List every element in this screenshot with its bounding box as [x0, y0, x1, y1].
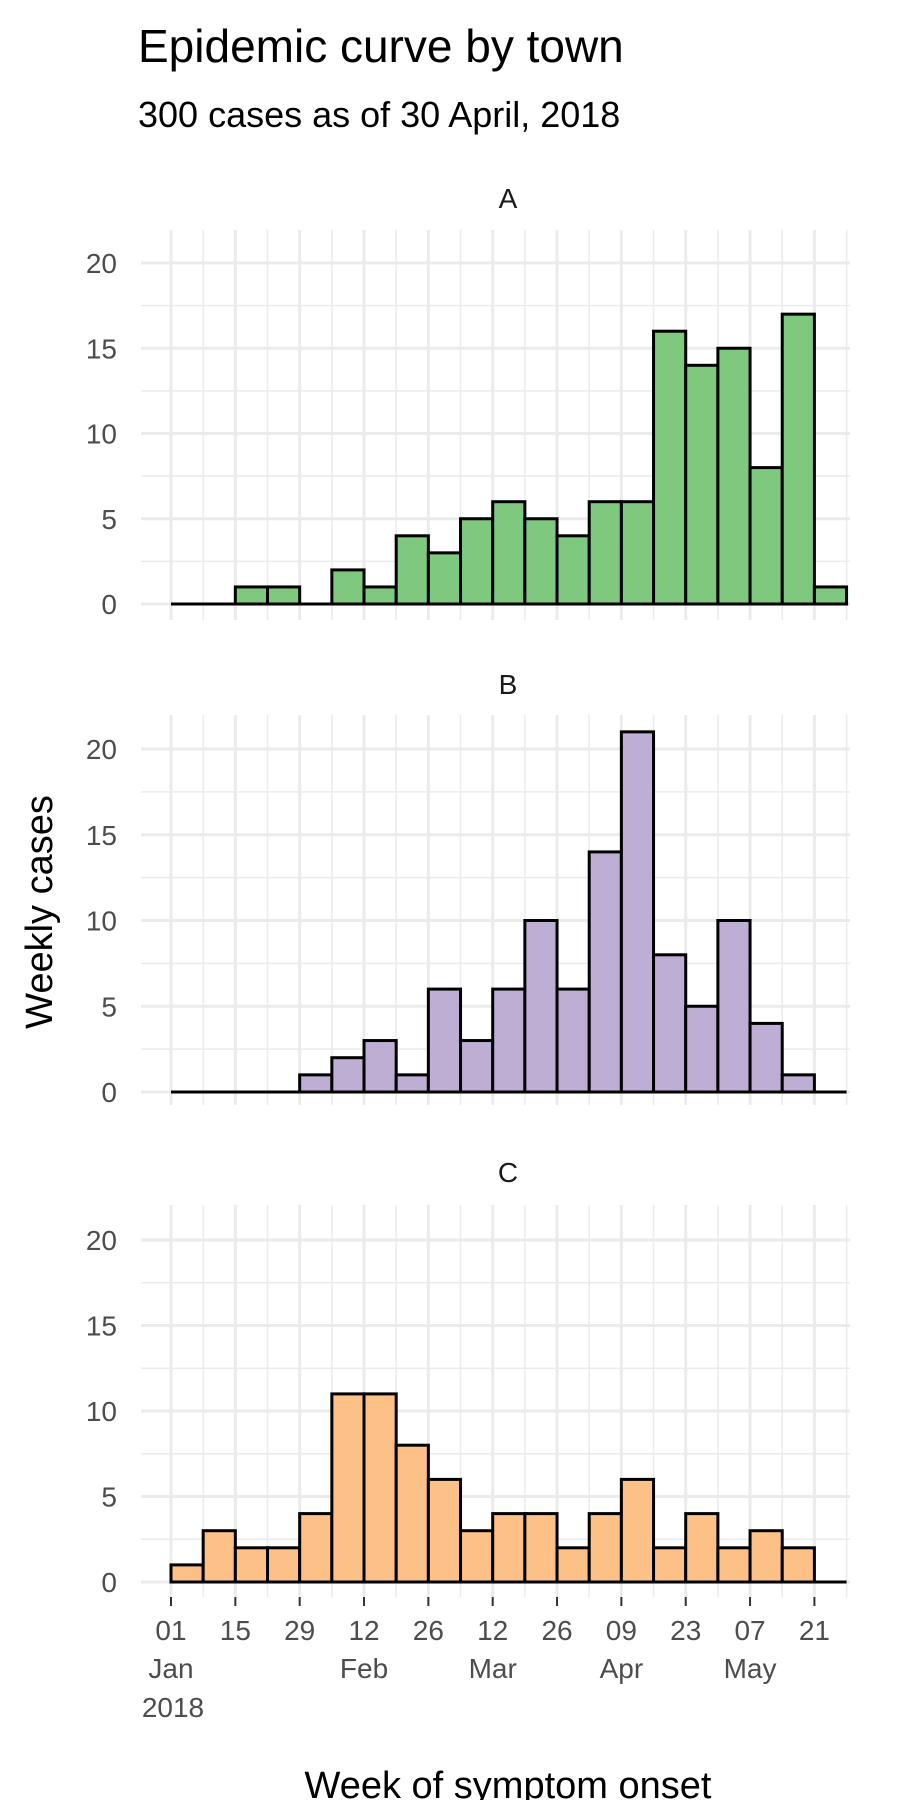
bar-b-week-17 — [684, 1004, 720, 1094]
x-tick-day-label: 07 — [734, 1615, 765, 1646]
bar-c-week-4 — [266, 1546, 302, 1584]
bar-c-week-15 — [619, 1477, 656, 1584]
bar-c-week-20 — [780, 1546, 816, 1584]
x-tick-day-label: 23 — [670, 1615, 701, 1646]
bar-c-week-10 — [459, 1529, 495, 1584]
bar-c-week-1 — [169, 1563, 205, 1584]
bar-b-week-9 — [426, 987, 463, 1094]
y-tick-label: 20 — [86, 1225, 117, 1256]
facet-strip-label: C — [498, 1157, 518, 1188]
bar-a-week-20 — [780, 312, 816, 606]
y-tick-label: 0 — [101, 1077, 117, 1108]
x-tick-day-label: 12 — [477, 1615, 508, 1646]
bar-a-week-9 — [426, 551, 463, 606]
x-tick-month-label: Apr — [600, 1653, 644, 1684]
bar-a-week-11 — [491, 500, 527, 606]
bar-a-week-7 — [362, 585, 398, 606]
y-tick-label: 0 — [101, 589, 117, 620]
bar-b-week-8 — [394, 1073, 430, 1094]
bar-c-week-2 — [201, 1529, 237, 1584]
bar-b-week-15 — [619, 730, 656, 1094]
x-tick-month-label: Mar — [469, 1653, 517, 1684]
y-tick-label: 15 — [86, 333, 117, 364]
bar-a-week-21 — [812, 585, 849, 606]
bar-a-week-16 — [652, 329, 688, 606]
bar-a-week-10 — [459, 517, 495, 606]
y-tick-label: 5 — [101, 991, 117, 1022]
bar-b-week-16 — [652, 953, 688, 1094]
bar-b-week-18 — [716, 919, 752, 1094]
y-tick-label: 10 — [86, 1396, 117, 1427]
facet-panel-a: A 0 5 10 15 20 — [86, 183, 850, 620]
bar-a-week-14 — [587, 500, 623, 606]
bar-a-week-13 — [555, 534, 591, 606]
bar-c-week-3 — [233, 1546, 270, 1584]
x-tick-day-label: 01 — [155, 1615, 186, 1646]
facet-strip-label: A — [499, 183, 518, 214]
x-tick-day-label: 12 — [348, 1615, 379, 1646]
bar-a-week-8 — [394, 534, 430, 606]
facet-panels: A 0 5 10 15 20 B 0 5 10 15 20 C 0 5 10 15 20 — [86, 183, 850, 1598]
x-tick-day-label: 09 — [606, 1615, 637, 1646]
facet-strip-label: B — [499, 669, 518, 700]
bar-c-week-9 — [426, 1477, 463, 1584]
bar-c-week-7 — [362, 1392, 398, 1584]
bar-c-week-16 — [652, 1546, 688, 1584]
x-tick-day-label: 29 — [284, 1615, 315, 1646]
bar-a-week-18 — [716, 346, 752, 606]
y-tick-label: 10 — [86, 419, 117, 450]
bar-b-week-12 — [523, 919, 559, 1094]
facet-panel-b: B 0 5 10 15 20 — [86, 669, 850, 1108]
chart-subtitle: 300 cases as of 30 April, 2018 — [138, 94, 620, 135]
bar-a-week-15 — [619, 500, 656, 606]
x-tick-month-label: Jan — [148, 1653, 193, 1684]
y-tick-label: 5 — [101, 504, 117, 535]
x-tick-day-label: 15 — [220, 1615, 251, 1646]
x-axis: 01 Jan 2018 15 29 12 Feb 26 12 Mar 26 09 Apr 23 07 May 2… — [142, 1597, 830, 1723]
y-tick-label: 20 — [86, 734, 117, 765]
bar-c-week-11 — [491, 1512, 527, 1584]
y-tick-label: 10 — [86, 906, 117, 937]
bar-b-week-11 — [491, 987, 527, 1094]
bar-b-week-5 — [298, 1073, 334, 1094]
x-tick-day-label: 26 — [413, 1615, 444, 1646]
bar-c-week-5 — [298, 1512, 334, 1584]
facet-panel-c: C 0 5 10 15 20 — [86, 1157, 850, 1598]
bar-c-week-18 — [716, 1546, 752, 1584]
bar-c-week-8 — [394, 1443, 430, 1584]
x-tick-month-label: Feb — [340, 1653, 388, 1684]
bar-c-week-14 — [587, 1512, 623, 1584]
bar-a-week-6 — [330, 568, 366, 606]
bar-a-week-4 — [266, 585, 302, 606]
bar-c-week-17 — [684, 1512, 720, 1584]
bar-c-week-6 — [330, 1392, 366, 1584]
y-tick-label: 0 — [101, 1567, 117, 1598]
bar-a-week-19 — [748, 466, 784, 606]
x-tick-month-label: May — [724, 1653, 777, 1684]
y-axis-title: Weekly cases — [19, 795, 61, 1029]
y-tick-label: 20 — [86, 248, 117, 279]
bar-b-week-20 — [780, 1073, 816, 1094]
bar-c-week-13 — [555, 1546, 591, 1584]
x-axis-title: Week of symptom onset — [305, 1765, 712, 1800]
bar-b-week-10 — [459, 1039, 495, 1094]
y-tick-label: 5 — [101, 1482, 117, 1513]
bar-b-week-19 — [748, 1021, 784, 1094]
x-tick-day-label: 21 — [799, 1615, 830, 1646]
x-tick-day-label: 26 — [541, 1615, 572, 1646]
y-tick-label: 15 — [86, 820, 117, 851]
bar-a-week-3 — [233, 585, 270, 606]
bar-c-week-12 — [523, 1512, 559, 1584]
bar-b-week-6 — [330, 1056, 366, 1094]
chart-title: Epidemic curve by town — [138, 20, 624, 72]
y-tick-label: 15 — [86, 1311, 117, 1342]
bar-b-week-14 — [587, 850, 623, 1094]
bar-b-week-7 — [362, 1039, 398, 1094]
bar-c-week-19 — [748, 1529, 784, 1584]
bar-a-week-12 — [523, 517, 559, 606]
bar-b-week-13 — [555, 987, 591, 1094]
bar-a-week-17 — [684, 363, 720, 606]
x-tick-year-label: 2018 — [142, 1692, 204, 1723]
